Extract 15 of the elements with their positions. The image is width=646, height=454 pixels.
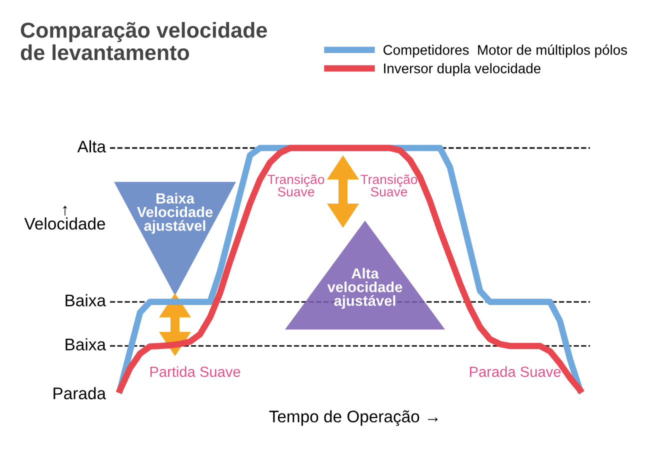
y-axis-title: ↑ Velocidade [24, 206, 106, 230]
annotation: Alta velocidade ajustável [327, 268, 402, 309]
annotation: Partida Suave [150, 366, 240, 377]
legend-label: Competidores Motor de múltiplos pólos [384, 44, 628, 58]
annotation: Transição Suave [360, 174, 418, 196]
legend-label: Inversor dupla velocidade [384, 63, 540, 76]
ref-line-label: Baixa [66, 338, 106, 350]
chart-title: Comparação velocidade de levantamento [20, 22, 267, 60]
x-axis-title: Tempo de Operação → [269, 410, 438, 426]
annotation: Transição Suave [268, 174, 324, 196]
ref-line-label: Alta [77, 140, 106, 152]
annotation: Baixa Velocidade ajustável [137, 192, 213, 234]
text: Parada [54, 387, 106, 400]
annotation: Parada Suave [470, 366, 561, 377]
ref-line-label: Baixa [66, 294, 106, 306]
